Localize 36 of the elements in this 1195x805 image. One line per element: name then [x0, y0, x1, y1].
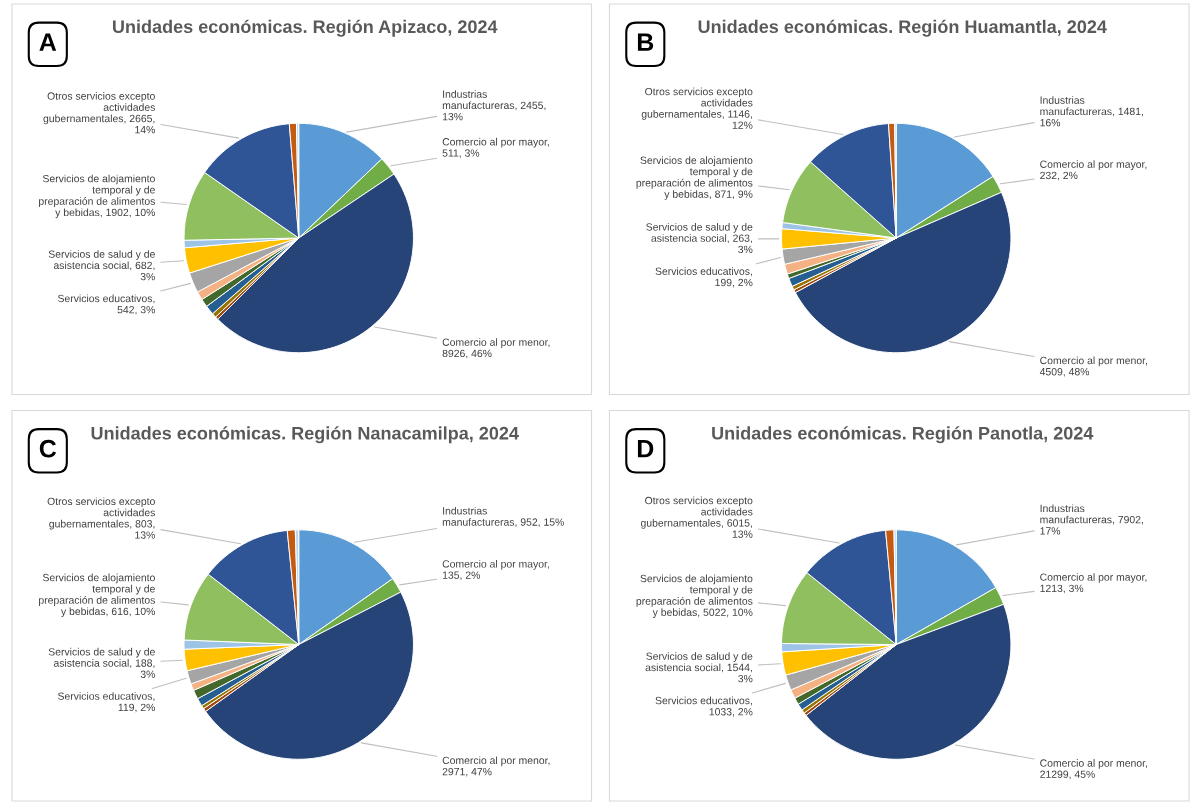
slice-label: Comercio al por menor, 4509, 48% — [1039, 356, 1147, 377]
slice-label: Comercio al por menor, 2971, 47% — [442, 756, 550, 777]
slice-label: Servicios educativos, 119, 2% — [57, 692, 155, 713]
slice-label: Otros servicios excepto actividades gubernamentales, 1146, 12% — [641, 87, 753, 129]
slice-label: Otros servicios excepto actividades gubernamentales, 2665, 14% — [43, 92, 155, 134]
text: B — [637, 33, 654, 51]
slice-label: Comercio al por mayor, 135, 2% — [442, 559, 549, 581]
slice-label: Comercio al por mayor, 232, 2% — [1040, 160, 1147, 181]
slice-label: Servicios de salud y de asistencia social, 188, 3% — [48, 647, 155, 678]
slice-label: Servicios educativos, 199, 2% — [655, 267, 753, 288]
slice-label: Industrias manufactureras, 1481, 16% — [1040, 96, 1143, 127]
slice-label: Comercio al por menor, 8926, 46% — [442, 338, 550, 359]
slice-label: Servicios de salud y de asistencia social, 1544, 3% — [645, 652, 753, 683]
slice-label: Industrias manufactureras, 952, 15% — [442, 506, 564, 527]
text: A — [39, 33, 57, 51]
slice-label: Servicios de alojamiento temporal y de preparación de alimentos y bebidas, 871, 9% — [636, 156, 753, 200]
slice-label: Otros servicios excepto actividades gubernamentales, 6015, 13% — [640, 496, 753, 538]
slice-label: Otros servicios excepto actividades gubernamentales, 803, 13% — [47, 497, 155, 539]
slice-label: Industrias manufactureras, 2455, 13% — [442, 90, 546, 121]
chart-title: Unidades económicas. Región Apizaco, 2024 — [113, 19, 498, 37]
slice-label: Industrias manufactureras, 7902, 17% — [1040, 504, 1143, 535]
slice-label: Servicios de salud y de asistencia social, 263, 3% — [646, 223, 753, 254]
slice-label: Servicios de alojamiento temporal y de preparación de alimentos y bebidas, 1902, 10% — [39, 174, 155, 219]
slice-label: Servicios de alojamiento temporal y de preparación de alimentos y bebidas, 5022, 10% — [636, 574, 753, 619]
chart-title: Unidades económicas. Región Nanacamilpa, 2024 — [91, 426, 519, 444]
text: C — [39, 439, 57, 458]
slice-label: Comercio al por mayor, 1213, 3% — [1040, 573, 1147, 594]
slice-label: Servicios de alojamiento temporal y de preparación de alimentos y bebidas, 616, 10% — [39, 573, 155, 618]
chart-title: Unidades económicas. Región Panotla, 2024 — [712, 426, 1094, 444]
slice-label: Comercio al por menor, 21299, 45% — [1040, 759, 1147, 780]
slice-label: Servicios de salud y de asistencia social, 682, 3% — [48, 250, 155, 281]
text: D — [637, 440, 654, 458]
slice-label: Servicios educativos, 1033, 2% — [655, 696, 753, 717]
chart-title: Unidades económicas. Región Huamantla, 2024 — [698, 19, 1107, 37]
slice-label: Comercio al por mayor, 511, 3% — [442, 137, 549, 158]
slice-label: Servicios educativos, 542, 3% — [57, 294, 155, 315]
